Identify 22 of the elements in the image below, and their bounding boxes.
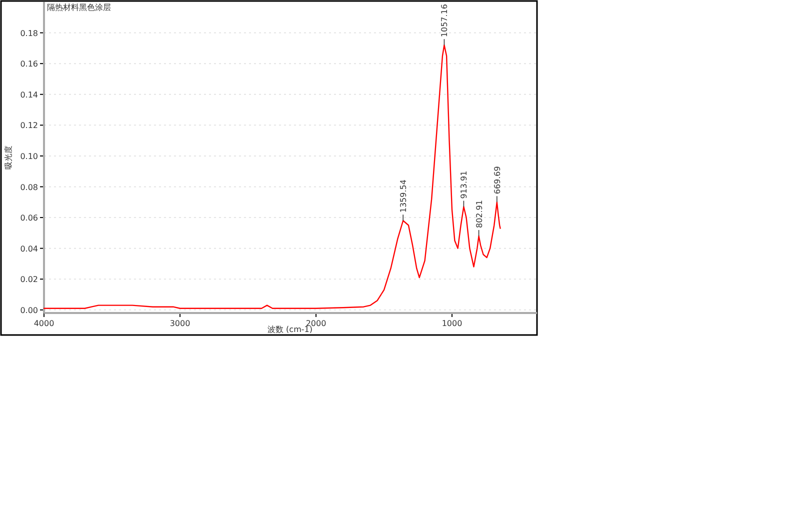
annotation: 1057.16 — [440, 4, 450, 38]
annotation: 669.69 — [492, 166, 502, 194]
y-tick-label: 0.14 — [20, 90, 38, 100]
chart-title: 隔热材料黑色涂层 — [47, 3, 111, 12]
annotation: 913.91 — [460, 170, 469, 199]
y-tick-label: 0.16 — [20, 60, 38, 69]
annotation: 1359.54 — [399, 180, 408, 213]
y-tick-label: 0.08 — [20, 182, 38, 192]
y-tick-label: 0.18 — [20, 28, 38, 38]
x-axis-title: 波数 (cm-1) — [268, 325, 312, 334]
y-tick-label: 0.00 — [20, 306, 38, 315]
y-axis-title: 吸光度 — [4, 146, 13, 170]
y-tick-label: 0.02 — [20, 275, 38, 284]
annotation: 802.91 — [474, 200, 484, 228]
x-tick-label: 1000 — [442, 319, 462, 328]
y-tick-label: 0.06 — [20, 214, 38, 223]
line-series — [43, 44, 501, 309]
x-tick-label: 4000 — [34, 319, 54, 328]
y-tick-label: 0.04 — [20, 244, 38, 254]
y-tick-label: 0.10 — [20, 152, 38, 161]
y-tick-label: 0.12 — [20, 121, 38, 130]
x-tick-label: 3000 — [170, 319, 190, 328]
